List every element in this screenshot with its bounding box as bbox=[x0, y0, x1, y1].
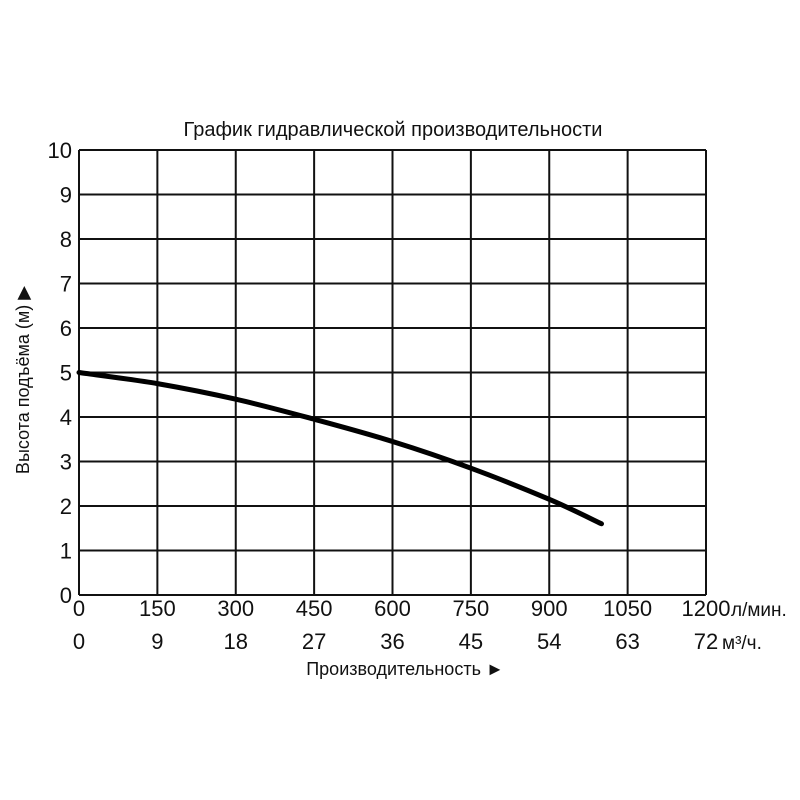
performance-curve bbox=[76, 370, 604, 527]
x-tick-label-secondary: 54 bbox=[537, 629, 561, 654]
x-tick-label-secondary: 45 bbox=[459, 629, 483, 654]
x-tick-label-primary: 300 bbox=[217, 596, 254, 621]
x-tick-label-secondary: 63 bbox=[615, 629, 639, 654]
x-tick-label-secondary: 72 bbox=[694, 629, 718, 654]
x-tick-label-primary: 900 bbox=[531, 596, 568, 621]
x-tick-label-primary: 1050 bbox=[603, 596, 652, 621]
y-tick-label: 2 bbox=[60, 494, 72, 519]
x-tick-label-primary: 150 bbox=[139, 596, 176, 621]
y-axis-label: Высота подъёма (м) ▶ bbox=[13, 286, 33, 474]
x-axis-label: Производительность ► bbox=[306, 659, 504, 679]
y-tick-label: 4 bbox=[60, 405, 72, 430]
x-tick-label-primary: 1200 bbox=[682, 596, 731, 621]
chart-title: График гидравлической производительности bbox=[184, 119, 603, 141]
y-tick-label: 1 bbox=[60, 539, 72, 564]
x-tick-label-primary: 600 bbox=[374, 596, 411, 621]
y-tick-label: 10 bbox=[48, 138, 72, 163]
y-axis-ticks: 0 1 2 3 4 5 6 7 8 9 10 bbox=[48, 138, 72, 608]
x-unit-primary: л/мин. bbox=[731, 600, 787, 621]
x-tick-label-secondary: 18 bbox=[224, 629, 248, 654]
y-tick-label: 0 bbox=[60, 583, 72, 608]
x-tick-label-secondary: 36 bbox=[380, 629, 404, 654]
x-axis-ticks: 0 150 300 450 600 750 900 1050 1200 0 9 18 27 36 45 54 6… bbox=[73, 596, 731, 654]
y-tick-label: 6 bbox=[60, 316, 72, 341]
x-tick-label-secondary: 0 bbox=[73, 629, 85, 654]
x-tick-label-primary: 750 bbox=[453, 596, 490, 621]
y-tick-label: 3 bbox=[60, 450, 72, 475]
x-tick-label-primary: 450 bbox=[296, 596, 333, 621]
y-tick-label: 8 bbox=[60, 227, 72, 252]
grid bbox=[78, 149, 707, 596]
x-tick-label-secondary: 27 bbox=[302, 629, 326, 654]
x-unit-secondary: м³/ч. bbox=[722, 633, 762, 654]
y-tick-label: 5 bbox=[60, 361, 72, 386]
x-tick-label-primary: 0 bbox=[73, 596, 85, 621]
y-tick-label: 9 bbox=[60, 183, 72, 208]
x-tick-label-secondary: 9 bbox=[151, 629, 163, 654]
y-tick-label: 7 bbox=[60, 272, 72, 297]
series-layer bbox=[76, 370, 604, 527]
